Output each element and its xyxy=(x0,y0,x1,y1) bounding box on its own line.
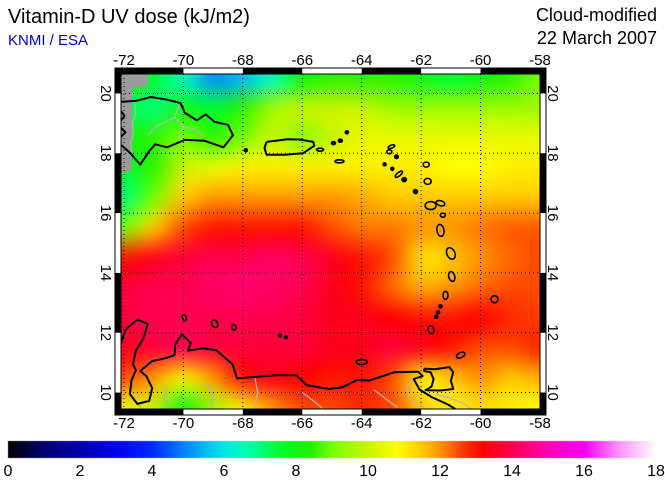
island xyxy=(334,159,345,164)
border-river-line xyxy=(301,392,324,410)
border-river-line xyxy=(254,376,259,410)
border-river-line xyxy=(435,393,473,410)
lon-tick-bottom: -70 xyxy=(173,415,195,432)
island xyxy=(445,246,457,260)
island xyxy=(231,323,237,332)
lon-tick-top: -64 xyxy=(351,52,373,69)
island xyxy=(283,335,288,340)
island xyxy=(455,351,466,359)
border-river-line xyxy=(129,101,137,154)
lat-tick-right: 20 xyxy=(544,85,561,102)
island xyxy=(337,138,344,144)
island xyxy=(442,290,449,301)
border-river-line xyxy=(176,126,184,141)
colorbar-tick: 6 xyxy=(220,463,229,480)
lat-tick-left: 18 xyxy=(97,145,114,162)
coastline xyxy=(120,110,126,122)
island xyxy=(181,314,188,322)
lat-tick-left: 14 xyxy=(97,265,114,282)
border-river-line xyxy=(206,383,214,410)
island xyxy=(435,310,441,315)
lat-tick-left: 10 xyxy=(97,384,114,401)
island xyxy=(393,154,400,160)
island xyxy=(422,161,430,168)
island xyxy=(390,166,395,172)
coastline xyxy=(423,366,455,392)
island xyxy=(387,144,396,150)
island xyxy=(433,314,439,320)
colorbar-tick: 12 xyxy=(431,463,449,480)
lat-tick-right: 16 xyxy=(544,205,561,222)
lon-tick-bottom: -58 xyxy=(529,415,551,432)
colorbar-tick: 10 xyxy=(359,463,377,480)
island xyxy=(490,294,499,304)
colorbar-tick: 18 xyxy=(647,463,665,480)
island xyxy=(330,140,337,146)
lon-tick-bottom: -60 xyxy=(470,415,492,432)
island xyxy=(394,170,404,179)
colorbar-tick: 2 xyxy=(76,463,85,480)
island xyxy=(344,130,350,135)
colorbar-tick: 8 xyxy=(292,463,301,480)
colorbar-tick: 0 xyxy=(4,463,13,480)
island xyxy=(277,333,283,338)
border-river-line xyxy=(405,378,425,409)
colorbar-tick: 4 xyxy=(148,463,157,480)
colorbar-tick: 16 xyxy=(575,463,593,480)
lat-tick-left: 16 xyxy=(97,205,114,222)
island xyxy=(355,358,369,366)
lon-tick-bottom: -62 xyxy=(410,415,432,432)
island xyxy=(243,147,249,153)
map-outer-frame xyxy=(114,67,547,416)
island xyxy=(435,199,446,207)
island xyxy=(210,319,219,329)
lon-tick-top: -58 xyxy=(529,52,551,69)
lon-tick-bottom: -66 xyxy=(291,415,313,432)
lon-tick-top: -68 xyxy=(232,52,254,69)
lat-tick-left: 12 xyxy=(97,324,114,341)
lon-tick-top: -62 xyxy=(410,52,432,69)
island xyxy=(315,147,325,152)
lat-tick-right: 18 xyxy=(544,145,561,162)
map-inner-frame xyxy=(120,73,541,410)
coastline xyxy=(120,318,456,410)
coastline xyxy=(263,138,316,156)
lon-tick-top: -72 xyxy=(113,52,135,69)
lat-tick-left: 20 xyxy=(97,85,114,102)
island xyxy=(427,324,435,335)
lon-tick-top: -70 xyxy=(173,52,195,69)
border-river-line xyxy=(163,386,170,410)
border-river-line xyxy=(173,102,205,138)
coastline xyxy=(120,127,127,138)
island xyxy=(386,148,393,155)
border-river-line xyxy=(138,403,142,410)
coastline xyxy=(120,96,234,166)
lon-tick-bottom: -64 xyxy=(351,415,373,432)
nodata-region xyxy=(121,74,148,173)
lat-tick-right: 12 xyxy=(544,324,561,341)
lon-tick-bottom: -68 xyxy=(232,415,254,432)
lon-tick-bottom: -72 xyxy=(113,415,135,432)
border-river-line xyxy=(147,116,175,136)
island xyxy=(401,176,408,183)
lon-tick-top: -60 xyxy=(470,52,492,69)
island xyxy=(439,212,447,218)
lat-tick-right: 10 xyxy=(544,384,561,401)
island xyxy=(436,223,445,238)
lon-tick-top: -66 xyxy=(291,52,313,69)
island xyxy=(424,200,437,211)
island xyxy=(412,188,419,195)
colorbar-tick: 14 xyxy=(503,463,521,480)
island xyxy=(423,177,432,186)
island xyxy=(382,162,387,167)
lat-tick-right: 14 xyxy=(544,265,561,282)
island xyxy=(447,270,456,283)
island xyxy=(438,304,443,309)
border-river-line xyxy=(373,389,398,408)
